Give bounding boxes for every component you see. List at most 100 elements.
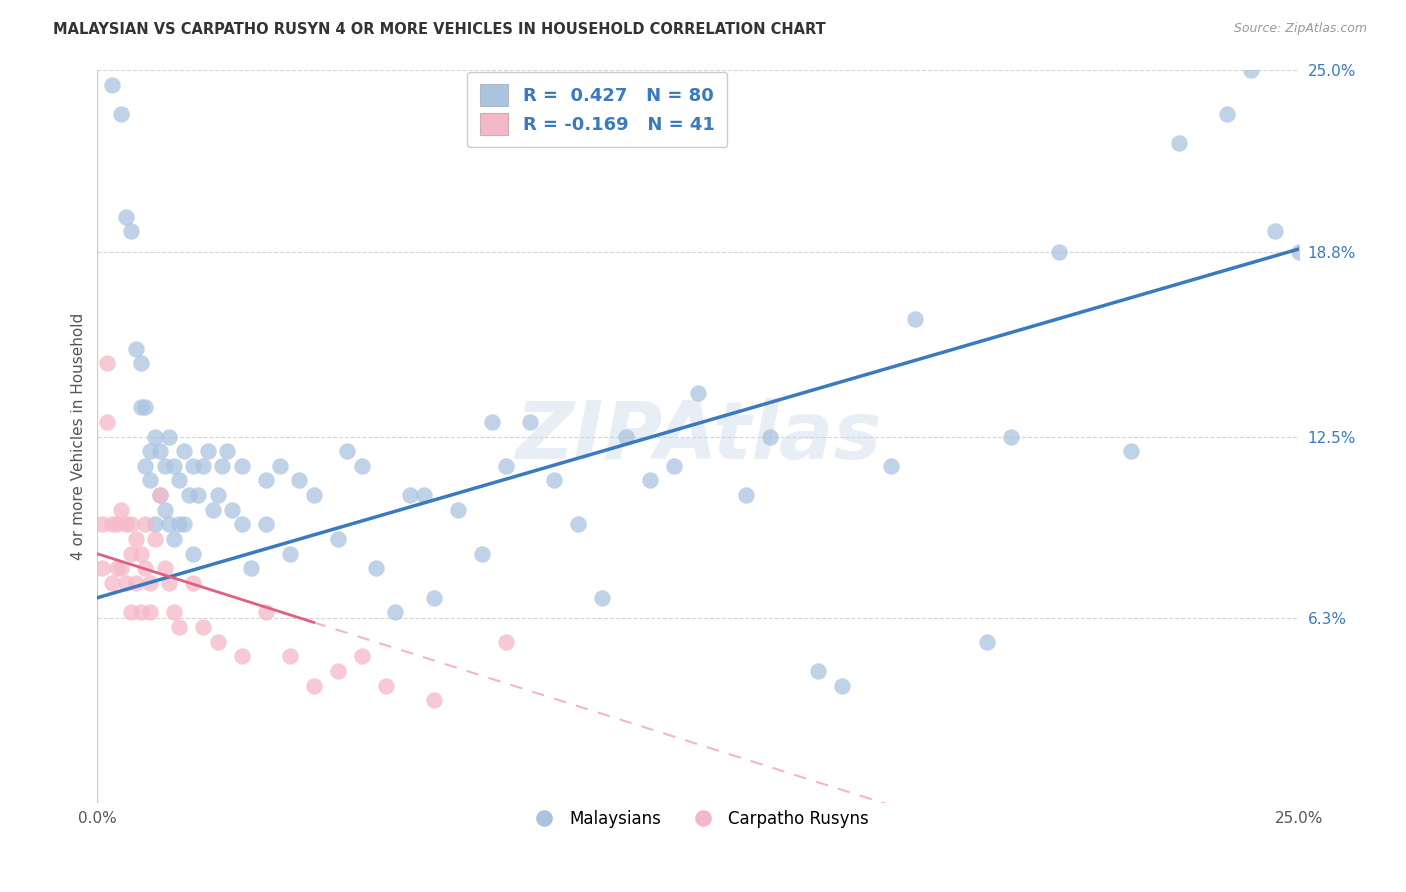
Point <box>384 606 406 620</box>
Point <box>302 488 325 502</box>
Point <box>110 503 132 517</box>
Point <box>807 664 830 678</box>
Point <box>91 561 114 575</box>
Point <box>759 429 782 443</box>
Point <box>231 458 253 473</box>
Point <box>1000 429 1022 443</box>
Point <box>149 444 172 458</box>
Point <box>125 342 148 356</box>
Point <box>326 664 349 678</box>
Point <box>183 576 205 591</box>
Point <box>240 561 263 575</box>
Point <box>350 458 373 473</box>
Point <box>567 517 589 532</box>
Point <box>1216 107 1239 121</box>
Point <box>143 429 166 443</box>
Point <box>159 429 181 443</box>
Point <box>129 356 152 370</box>
Point <box>115 576 138 591</box>
Point <box>191 458 214 473</box>
Point <box>183 458 205 473</box>
Point <box>134 561 156 575</box>
Point <box>231 649 253 664</box>
Point <box>254 517 277 532</box>
Point <box>495 634 517 648</box>
Point <box>139 576 162 591</box>
Point <box>614 429 637 443</box>
Point <box>120 517 142 532</box>
Point <box>1264 224 1286 238</box>
Point <box>191 620 214 634</box>
Point <box>326 532 349 546</box>
Point <box>495 458 517 473</box>
Point <box>100 517 122 532</box>
Point <box>231 517 253 532</box>
Point <box>664 458 686 473</box>
Point <box>125 576 148 591</box>
Point <box>159 576 181 591</box>
Point <box>143 517 166 532</box>
Point <box>207 488 229 502</box>
Point <box>143 532 166 546</box>
Point <box>187 488 209 502</box>
Point <box>134 458 156 473</box>
Point <box>105 517 128 532</box>
Point <box>96 356 118 370</box>
Point <box>591 591 613 605</box>
Point <box>139 474 162 488</box>
Point <box>207 634 229 648</box>
Point <box>120 606 142 620</box>
Point <box>153 458 176 473</box>
Point <box>413 488 436 502</box>
Point <box>288 474 311 488</box>
Point <box>183 547 205 561</box>
Point <box>149 488 172 502</box>
Text: ZIPAtlas: ZIPAtlas <box>515 398 882 475</box>
Point <box>374 679 396 693</box>
Point <box>197 444 219 458</box>
Point <box>447 503 470 517</box>
Point <box>167 474 190 488</box>
Point <box>163 532 186 546</box>
Point <box>336 444 359 458</box>
Point <box>254 606 277 620</box>
Point <box>1119 444 1142 458</box>
Text: Source: ZipAtlas.com: Source: ZipAtlas.com <box>1233 22 1367 36</box>
Point <box>167 517 190 532</box>
Point <box>159 517 181 532</box>
Text: MALAYSIAN VS CARPATHO RUSYN 4 OR MORE VEHICLES IN HOUSEHOLD CORRELATION CHART: MALAYSIAN VS CARPATHO RUSYN 4 OR MORE VE… <box>53 22 827 37</box>
Point <box>201 503 224 517</box>
Point <box>110 107 132 121</box>
Point <box>350 649 373 664</box>
Point <box>543 474 565 488</box>
Point <box>831 679 853 693</box>
Point <box>139 606 162 620</box>
Point <box>735 488 758 502</box>
Point <box>153 561 176 575</box>
Point <box>129 400 152 414</box>
Point <box>120 547 142 561</box>
Point <box>96 415 118 429</box>
Point <box>173 444 195 458</box>
Point <box>903 312 925 326</box>
Point <box>278 649 301 664</box>
Point <box>173 517 195 532</box>
Y-axis label: 4 or more Vehicles in Household: 4 or more Vehicles in Household <box>72 313 86 560</box>
Point <box>134 400 156 414</box>
Point <box>1240 63 1263 78</box>
Point <box>398 488 420 502</box>
Point <box>129 547 152 561</box>
Point <box>638 474 661 488</box>
Point <box>120 224 142 238</box>
Point <box>481 415 503 429</box>
Point <box>110 561 132 575</box>
Point <box>1047 244 1070 259</box>
Point <box>105 561 128 575</box>
Point <box>167 620 190 634</box>
Point <box>177 488 200 502</box>
Point <box>217 444 239 458</box>
Point <box>976 634 998 648</box>
Point <box>221 503 243 517</box>
Point <box>134 517 156 532</box>
Legend: Malaysians, Carpatho Rusyns: Malaysians, Carpatho Rusyns <box>522 804 876 835</box>
